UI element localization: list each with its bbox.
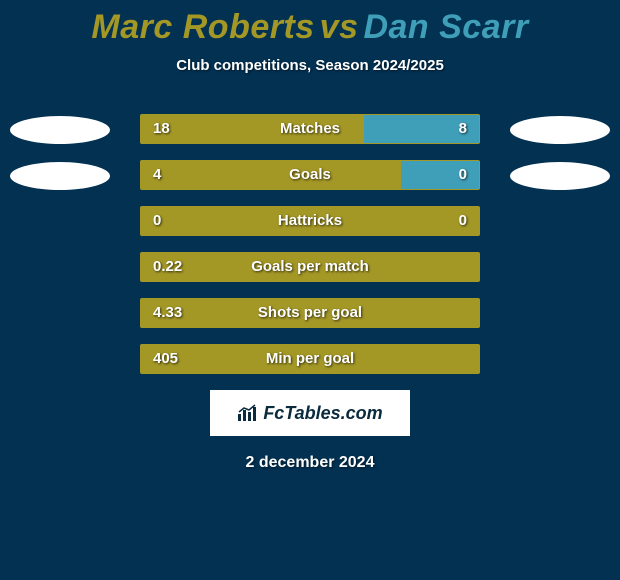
bar-track: Matches18 8 (140, 114, 480, 144)
player1-name: Marc Roberts (91, 8, 314, 46)
bar-track: Goals per match0.22 (140, 252, 480, 282)
stat-label: Shots per goal (141, 304, 479, 321)
subtitle: Club competitions, Season 2024/2025 (0, 57, 620, 74)
bar-track: Goals4 0 (140, 160, 480, 190)
date-text: 2 december 2024 (0, 454, 620, 472)
stat-value-left: 0 (153, 212, 161, 229)
stat-value-left: 0.22 (153, 258, 182, 275)
player2-name: Dan Scarr (363, 8, 528, 46)
stats-container: Matches188Goals40Hattricks00Goals per ma… (0, 114, 620, 374)
stat-value-right: 0 (459, 166, 467, 183)
stat-label: Min per goal (141, 350, 479, 367)
stat-label: Goals (141, 166, 479, 183)
team-marker-right (510, 116, 610, 144)
stat-value-left: 4 (153, 166, 161, 183)
vs-text: vs (320, 8, 359, 46)
stat-row: Goals per match0.22 (0, 252, 620, 282)
stat-row: Matches18 8 (0, 114, 620, 144)
stat-row: Shots per goal4.33 (0, 298, 620, 328)
bar-track: Shots per goal4.33 (140, 298, 480, 328)
fctables-logo: FcTables.com (210, 390, 410, 436)
stat-value-left: 405 (153, 350, 178, 367)
comparison-title: Marc Roberts vs Dan Scarr (0, 0, 620, 47)
bar-track: Min per goal405 (140, 344, 480, 374)
chart-icon (237, 404, 259, 422)
stat-value-left: 4.33 (153, 304, 182, 321)
stat-row: Goals4 0 (0, 160, 620, 190)
bar-track: Hattricks0 0 (140, 206, 480, 236)
team-marker-left (10, 116, 110, 144)
stat-value-left: 18 (153, 120, 170, 137)
stat-value-right: 8 (459, 120, 467, 137)
stat-value-right: 0 (459, 212, 467, 229)
stat-row: Hattricks0 0 (0, 206, 620, 236)
stat-row: Min per goal405 (0, 344, 620, 374)
stat-label: Goals per match (141, 258, 479, 275)
stat-label: Matches (141, 120, 479, 137)
team-marker-right (510, 162, 610, 190)
team-marker-left (10, 162, 110, 190)
stat-label: Hattricks (141, 212, 479, 229)
logo-text: FcTables.com (263, 403, 382, 424)
